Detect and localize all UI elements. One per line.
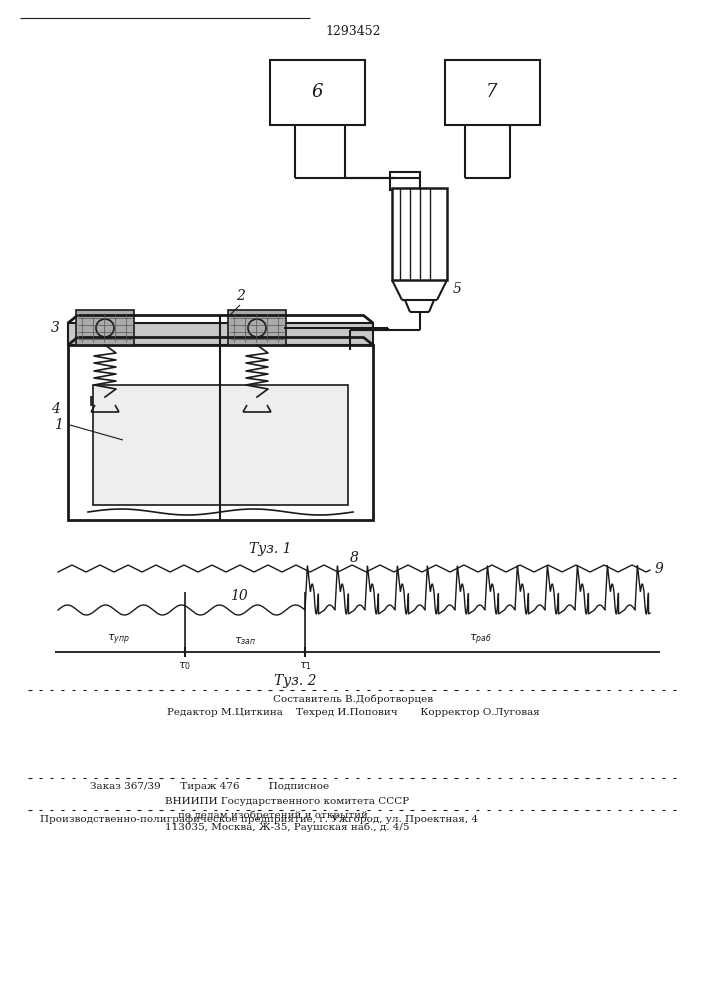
Bar	[97, 409, 113, 417]
Text: по делам изобретений и открытий: по делам изобретений и открытий	[178, 810, 368, 820]
Text: 5: 5	[453, 282, 462, 296]
Text: Τуз. 2: Τуз. 2	[274, 674, 316, 688]
Text: 7: 7	[486, 83, 498, 101]
Text: 1293452: 1293452	[325, 25, 381, 38]
Text: $\tau_{зап}$: $\tau_{зап}$	[234, 635, 256, 647]
Text: Производственно-полиграфическое предприятие, г. Ужгород, ул. Проектная, 4: Производственно-полиграфическое предприя…	[40, 815, 478, 824]
Bar	[270, 60, 365, 125]
Bar	[445, 60, 540, 125]
Bar	[91, 397, 119, 405]
Text: 2: 2	[235, 289, 245, 303]
Text: Составитель В.Добротворцев: Составитель В.Добротворцев	[273, 695, 433, 704]
Text: $\tau_{упр}$: $\tau_{упр}$	[107, 633, 129, 647]
Text: Τуз. 1: Τуз. 1	[249, 542, 291, 556]
Bar	[228, 310, 286, 345]
Text: 3: 3	[51, 321, 60, 335]
Text: $\tau_0$: $\tau_0$	[178, 660, 192, 672]
Text: $\tau_1$: $\tau_1$	[298, 660, 312, 672]
Bar	[76, 310, 134, 345]
Text: 4: 4	[51, 402, 60, 416]
Bar	[68, 345, 373, 520]
Text: 6: 6	[311, 83, 323, 101]
Text: Заказ 367/39      Тираж 476         Подписное: Заказ 367/39 Тираж 476 Подписное	[90, 782, 329, 791]
Bar	[68, 323, 373, 345]
Bar	[249, 409, 265, 417]
Bar	[93, 385, 348, 505]
Bar	[392, 188, 447, 280]
Text: ВНИИПИ Государственного комитета СССР: ВНИИПИ Государственного комитета СССР	[165, 797, 409, 806]
Text: $\tau_{раб}$: $\tau_{раб}$	[469, 633, 491, 647]
Text: 8: 8	[350, 551, 359, 565]
Text: Редактор М.Циткина    Техред И.Попович       Корректор О.Луговая: Редактор М.Циткина Техред И.Попович Корр…	[167, 708, 539, 717]
Text: 9: 9	[655, 562, 664, 576]
Text: 1: 1	[54, 418, 63, 432]
Bar	[390, 172, 420, 190]
Bar	[243, 397, 271, 405]
Text: 113035, Москва, Ж-35, Раушская наб., д. 4/5: 113035, Москва, Ж-35, Раушская наб., д. …	[165, 823, 409, 832]
Text: 10: 10	[230, 589, 248, 603]
